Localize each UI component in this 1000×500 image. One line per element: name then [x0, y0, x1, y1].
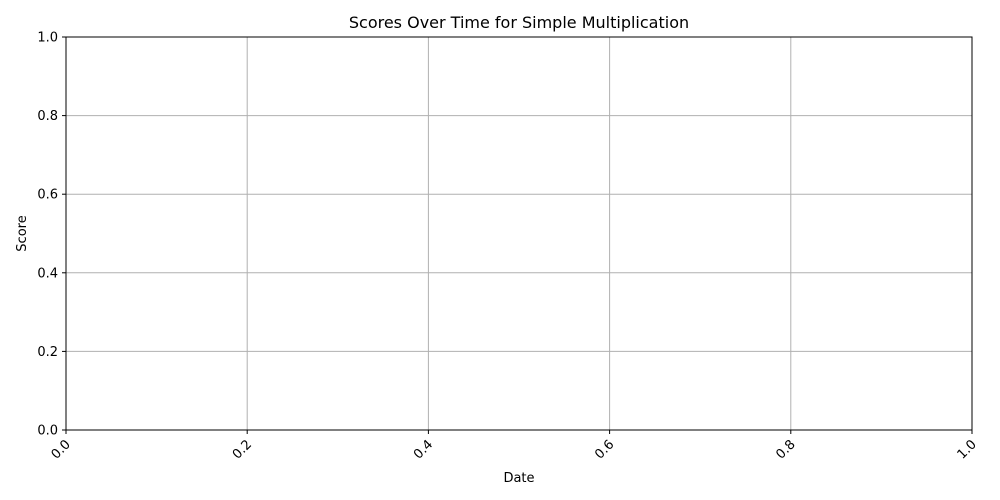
- x-tick-label: 0.4: [411, 437, 436, 462]
- chart-title: Scores Over Time for Simple Multiplicati…: [349, 13, 689, 32]
- x-tick-label: 0.8: [773, 437, 798, 462]
- axis-ticks: 0.0 0.2 0.4 0.6 0.8 1.0 0.0 0.2 0.4 0.6 0.8 1.0: [37, 31, 980, 463]
- grid-lines: [65, 36, 973, 431]
- y-tick-label: 0.2: [37, 345, 58, 360]
- y-tick-label: 0.4: [37, 266, 58, 281]
- x-axis-label: Date: [503, 471, 534, 486]
- x-tick-label: 0.2: [230, 437, 255, 462]
- y-tick-label: 0.0: [37, 424, 58, 439]
- y-tick-label: 0.8: [37, 109, 58, 124]
- y-axis-label: Score: [15, 215, 30, 251]
- y-tick-label: 1.0: [37, 31, 58, 46]
- x-tick-label: 0.0: [49, 437, 74, 462]
- x-tick-label: 1.0: [955, 437, 980, 462]
- y-tick-label: 0.6: [37, 188, 58, 203]
- plot-area-frame: [65, 36, 973, 431]
- x-tick-label: 0.6: [592, 437, 617, 462]
